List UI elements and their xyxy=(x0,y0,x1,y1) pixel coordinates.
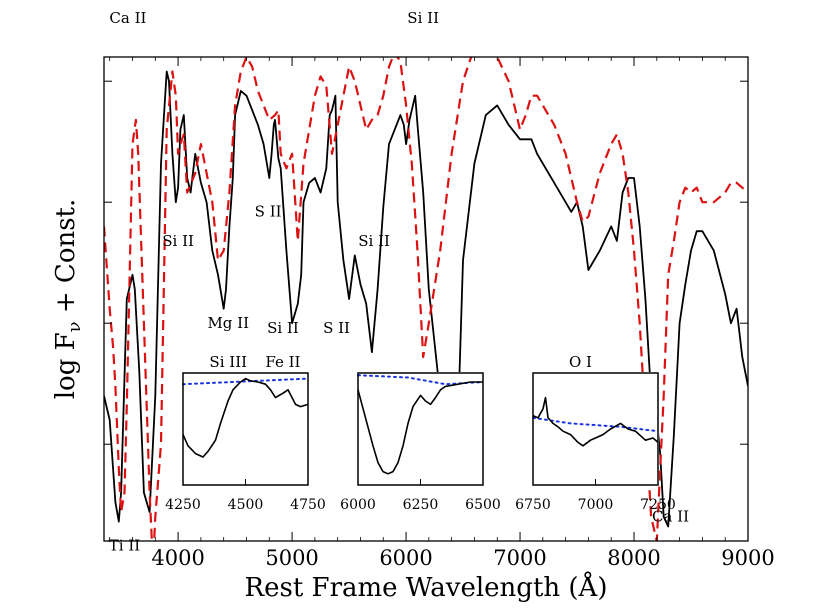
inset-2-continuum-line xyxy=(357,374,484,386)
line-id-label: Si II xyxy=(267,319,299,337)
line-id-label: S II xyxy=(255,203,282,221)
line-id-label: Si II xyxy=(358,232,390,250)
inset-3-continuum-line xyxy=(532,416,659,433)
inset-3: 6750 7000 7250 xyxy=(515,372,676,513)
inset-3-tick-label: 6750 xyxy=(515,497,551,513)
line-id-label: Si II xyxy=(162,232,194,250)
series-line-observed xyxy=(104,70,748,528)
inset-1-continuum-line xyxy=(182,377,309,386)
line-id-label: Si II xyxy=(407,9,439,27)
x-axis-label: Rest Frame Wavelength (Å) xyxy=(245,571,608,603)
inset-1: 4250 4500 4750 xyxy=(165,372,326,513)
x-tick-label: 5000 xyxy=(265,546,318,570)
inset-1-tick-label: 4250 xyxy=(165,497,201,513)
series-line-model xyxy=(104,57,748,541)
inset-1-background xyxy=(182,372,309,486)
main-plot-area: 4000 5000 6000 7000 8000 9000 Ca II Si II Si II… xyxy=(103,9,775,570)
inset-3-observed-line xyxy=(532,396,659,447)
line-id-label: Ti II xyxy=(109,537,140,555)
plot-frame xyxy=(103,56,749,542)
x-tick-label: 8000 xyxy=(607,546,660,570)
inset-1-tick-label: 4500 xyxy=(228,497,264,513)
x-tick-label: 7000 xyxy=(493,546,546,570)
line-id-label: Fe II xyxy=(265,353,300,371)
inset-2-tick-label: 6250 xyxy=(403,497,439,513)
inset-3-tick-label: 7250 xyxy=(640,497,676,513)
inset-2-tick-label: 6000 xyxy=(340,497,376,513)
line-id-label: O I xyxy=(569,353,592,371)
inset-1-tick-label: 4750 xyxy=(290,497,326,513)
line-id-label: S II xyxy=(323,319,350,337)
inset-2-observed-line xyxy=(357,381,483,475)
line-id-label: Mg II xyxy=(207,314,249,332)
x-tick-label: 4000 xyxy=(151,546,204,570)
line-id-label: Ca II xyxy=(109,9,146,27)
inset-2: 6000 6250 6500 xyxy=(340,372,501,513)
inset-2-tick-label: 6500 xyxy=(465,497,501,513)
line-id-label: Si III xyxy=(209,353,247,371)
x-tick-label: 6000 xyxy=(379,546,432,570)
line-id-label: Ca II xyxy=(652,508,689,526)
inset-2-background xyxy=(357,372,484,486)
inset-1-observed-line xyxy=(182,377,309,458)
inset-3-tick-label: 7000 xyxy=(578,497,614,513)
x-tick-label: 9000 xyxy=(721,546,774,570)
y-axis-label-subscript: ν xyxy=(64,321,85,332)
inset-3-background xyxy=(532,372,659,486)
y-axis-label: log Fν + Const. xyxy=(51,199,85,400)
